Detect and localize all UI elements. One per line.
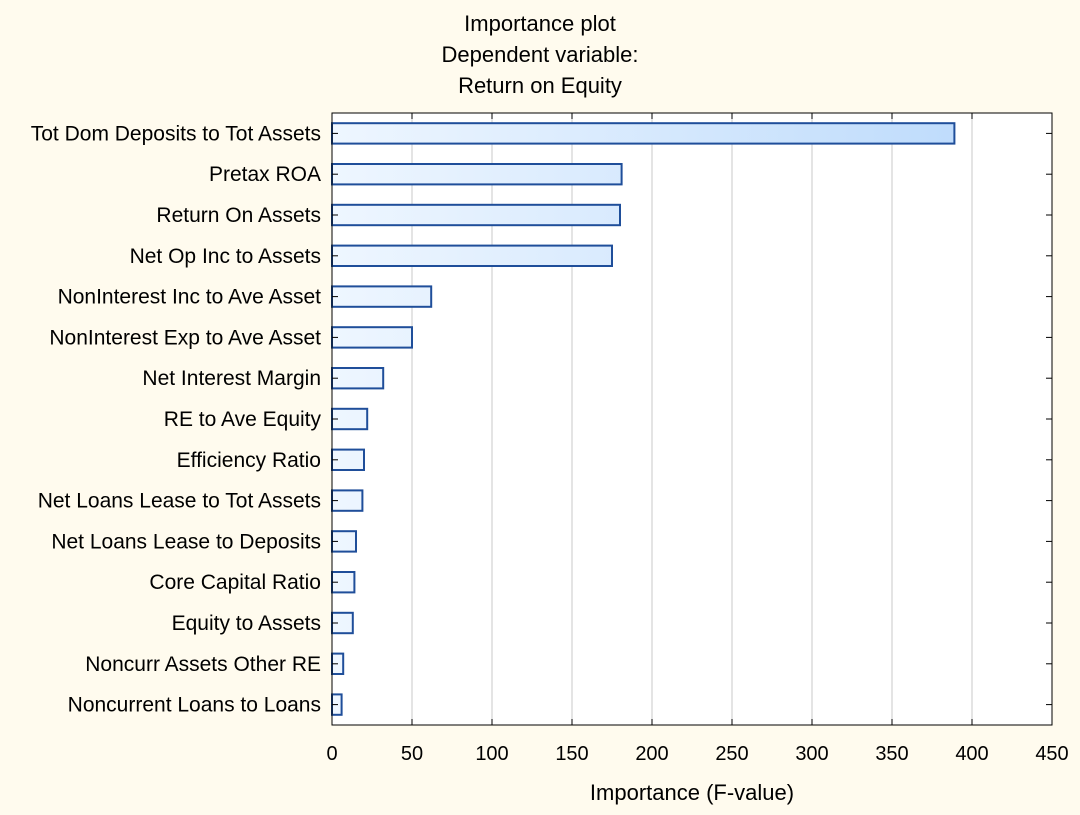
- chart-title: Importance plot Dependent variable: Retu…: [442, 11, 639, 98]
- category-label-7: RE to Ave Equity: [164, 408, 322, 431]
- x-axis-label: Importance (F-value): [590, 780, 794, 805]
- category-label-3: Net Op Inc to Assets: [130, 245, 321, 268]
- x-tick-label-8: 400: [955, 743, 988, 765]
- x-tick-label-1: 50: [401, 743, 423, 765]
- x-tick-label-4: 200: [635, 743, 668, 765]
- bar-6: [331, 367, 385, 390]
- chart-title-line-3: Return on Equity: [458, 73, 622, 98]
- chart-title-line-2: Dependent variable:: [442, 42, 639, 67]
- category-label-8: Efficiency Ratio: [177, 449, 321, 472]
- category-label-9: Net Loans Lease to Tot Assets: [38, 490, 321, 513]
- x-tick-label-9: 450: [1035, 743, 1068, 765]
- category-label-5: NonInterest Exp to Ave Asset: [49, 326, 321, 349]
- category-label-10: Net Loans Lease to Deposits: [51, 530, 321, 553]
- x-tick-label-2: 100: [475, 743, 508, 765]
- category-label-12: Equity to Assets: [172, 612, 321, 635]
- chart-title-line-1: Importance plot: [464, 11, 616, 36]
- x-tick-label-6: 300: [795, 743, 828, 765]
- category-label-0: Tot Dom Deposits to Tot Assets: [31, 122, 321, 145]
- x-axis-ticks: 0 50 100 150 200 250 300 350 400 450: [326, 113, 1069, 765]
- x-tick-label-0: 0: [326, 743, 337, 765]
- category-label-1: Pretax ROA: [209, 163, 321, 186]
- category-label-4: NonInterest Inc to Ave Asset: [58, 286, 322, 309]
- bar-2: [331, 203, 621, 227]
- category-labels: Tot Dom Deposits to Tot Assets Pretax ROA…: [31, 122, 1052, 717]
- x-tick-label-5: 250: [715, 743, 748, 765]
- category-label-6: Net Interest Margin: [142, 367, 321, 390]
- category-label-14: Noncurrent Loans to Loans: [68, 694, 321, 717]
- category-label-2: Return On Assets: [156, 204, 321, 227]
- bar-3: [331, 244, 613, 268]
- category-label-11: Core Capital Ratio: [149, 571, 321, 594]
- plot-frame: [331, 112, 1053, 726]
- x-tick-label-7: 350: [875, 743, 908, 765]
- x-tick-label-3: 150: [555, 743, 588, 765]
- bars: [331, 122, 956, 716]
- bar-5: [331, 326, 413, 349]
- category-label-13: Noncurr Assets Other RE: [85, 653, 321, 676]
- bar-4: [331, 285, 433, 308]
- bar-0: [331, 122, 956, 145]
- bar-1: [331, 163, 623, 186]
